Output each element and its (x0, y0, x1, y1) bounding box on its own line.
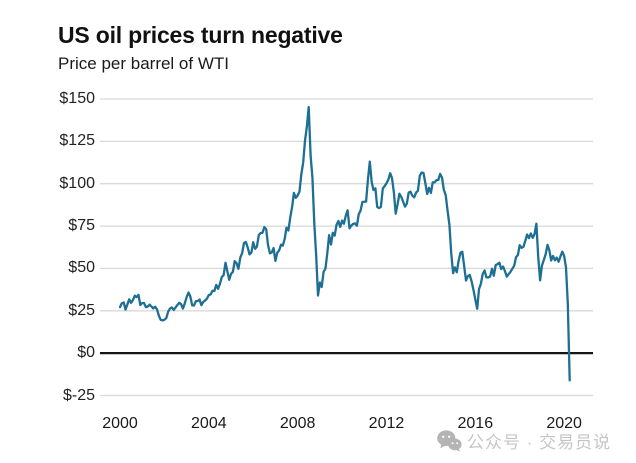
y-tick-label: $-25 (62, 386, 95, 404)
y-tick-label: $50 (68, 259, 95, 277)
wechat-icon (437, 429, 462, 452)
y-tick-label: $0 (77, 344, 95, 362)
y-tick-label: $125 (59, 132, 95, 150)
chart-subtitle: Price per barrel of WTI (58, 54, 229, 73)
x-tick-label: 2004 (191, 415, 227, 432)
watermark: 公众号 · 交易员说 (437, 428, 611, 453)
wti-price-line (118, 105, 571, 382)
y-tick-label: $150 (59, 90, 95, 107)
watermark-text: 公众号 · 交易员说 (467, 433, 612, 452)
y-tick-label: $25 (68, 301, 95, 319)
y-tick-label: $100 (59, 174, 95, 192)
x-tick-label: 2012 (368, 415, 405, 432)
x-tick-label: 2008 (279, 415, 316, 432)
x-tick-label: 2000 (102, 415, 138, 432)
y-tick-label: $75 (68, 217, 95, 235)
chart-title: US oil prices turn negative (58, 22, 343, 48)
x-tick-label: 2016 (457, 415, 494, 432)
x-tick-label: 2020 (546, 415, 582, 432)
